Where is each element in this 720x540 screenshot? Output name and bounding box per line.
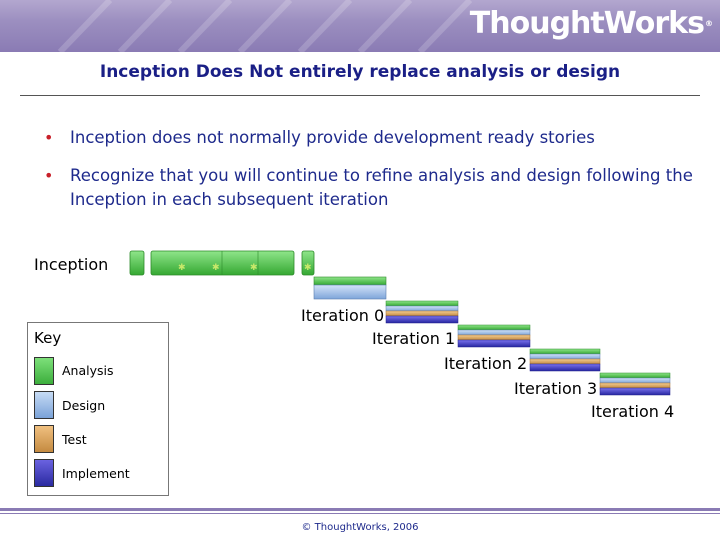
iteration-4-bars	[599, 372, 671, 396]
header-stripes	[57, 0, 473, 52]
iteration-1-bars	[385, 300, 459, 324]
design-swatch	[34, 391, 54, 419]
logo-mark: ®	[705, 19, 713, 28]
implement-swatch	[34, 459, 54, 487]
bullet-item: • Recognize that you will continue to ref…	[40, 164, 700, 212]
iteration-4-label: Iteration 4	[591, 402, 675, 421]
bullet-dot-icon: •	[44, 128, 54, 147]
bullet-dot-icon: •	[44, 166, 54, 185]
logo-text: ThoughtWorks	[469, 6, 705, 41]
legend-box: Key Analysis Design Test Implement	[27, 322, 169, 496]
svg-text:✱: ✱	[304, 263, 312, 273]
bullet-list: • Inception does not normally provide dev…	[40, 126, 700, 226]
footer-rule	[0, 508, 720, 511]
thoughtworks-logo: ThoughtWorks®	[469, 4, 713, 44]
iteration-1-label: Iteration 1	[372, 329, 456, 348]
svg-text:✱: ✱	[250, 263, 258, 273]
analysis-swatch	[34, 357, 54, 385]
iteration-2-bars	[457, 324, 531, 348]
legend-label-implement: Implement	[62, 466, 130, 481]
iteration-0-label: Iteration 0	[301, 306, 385, 325]
svg-text:✱: ✱	[178, 263, 186, 273]
legend-label-analysis: Analysis	[62, 363, 114, 378]
legend-label-test: Test	[62, 432, 87, 447]
bullet-text: Inception does not normally provide deve…	[70, 128, 595, 147]
bullet-text: Recognize that you will continue to refi…	[70, 166, 693, 209]
legend-title: Key	[34, 329, 62, 347]
svg-text:✱: ✱	[212, 263, 220, 273]
header-band	[0, 0, 720, 52]
footer-rule-thin	[0, 513, 720, 514]
copyright-text: © ThoughtWorks, 2006	[301, 522, 419, 533]
legend-label-design: Design	[62, 398, 106, 413]
test-swatch	[34, 425, 54, 453]
title-divider	[20, 95, 700, 96]
bullet-item: • Inception does not normally provide dev…	[40, 126, 700, 150]
slide-title: Inception Does Not entirely replace anal…	[99, 62, 621, 82]
iteration-0-bars	[313, 276, 387, 300]
inception-label: Inception	[34, 255, 109, 274]
iteration-2-label: Iteration 2	[444, 354, 528, 373]
iteration-3-label: Iteration 3	[514, 379, 598, 398]
inception-blocks: ✱ ✱ ✱ ✱	[129, 250, 315, 276]
iteration-3-bars	[529, 348, 601, 372]
